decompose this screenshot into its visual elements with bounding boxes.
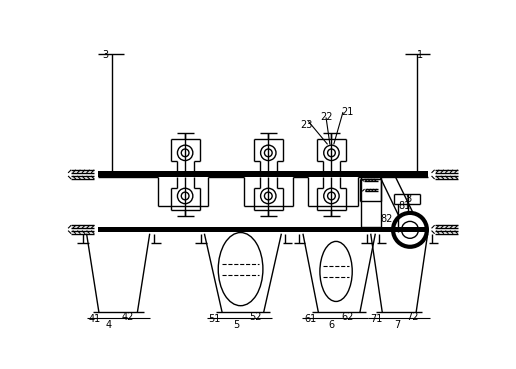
Text: 51: 51 — [208, 314, 221, 324]
Text: 8: 8 — [406, 194, 411, 204]
Text: 71: 71 — [370, 314, 382, 324]
Text: 6: 6 — [328, 320, 334, 330]
Text: 52: 52 — [249, 312, 262, 322]
Bar — [98, 171, 428, 177]
Text: 62: 62 — [342, 312, 354, 322]
Text: 82: 82 — [380, 214, 392, 224]
Text: 4: 4 — [105, 320, 111, 330]
Text: 7: 7 — [394, 320, 400, 330]
Text: 5: 5 — [234, 320, 240, 330]
Text: 81: 81 — [398, 201, 411, 211]
Text: 22: 22 — [320, 112, 332, 122]
Text: 61: 61 — [304, 314, 317, 324]
Text: 1: 1 — [417, 51, 423, 61]
Bar — [98, 227, 428, 232]
Text: 42: 42 — [121, 312, 134, 322]
Text: 72: 72 — [406, 312, 418, 322]
Text: 41: 41 — [89, 314, 101, 324]
Text: 3: 3 — [103, 51, 109, 61]
Text: 23: 23 — [301, 120, 313, 130]
Text: 21: 21 — [342, 107, 354, 117]
